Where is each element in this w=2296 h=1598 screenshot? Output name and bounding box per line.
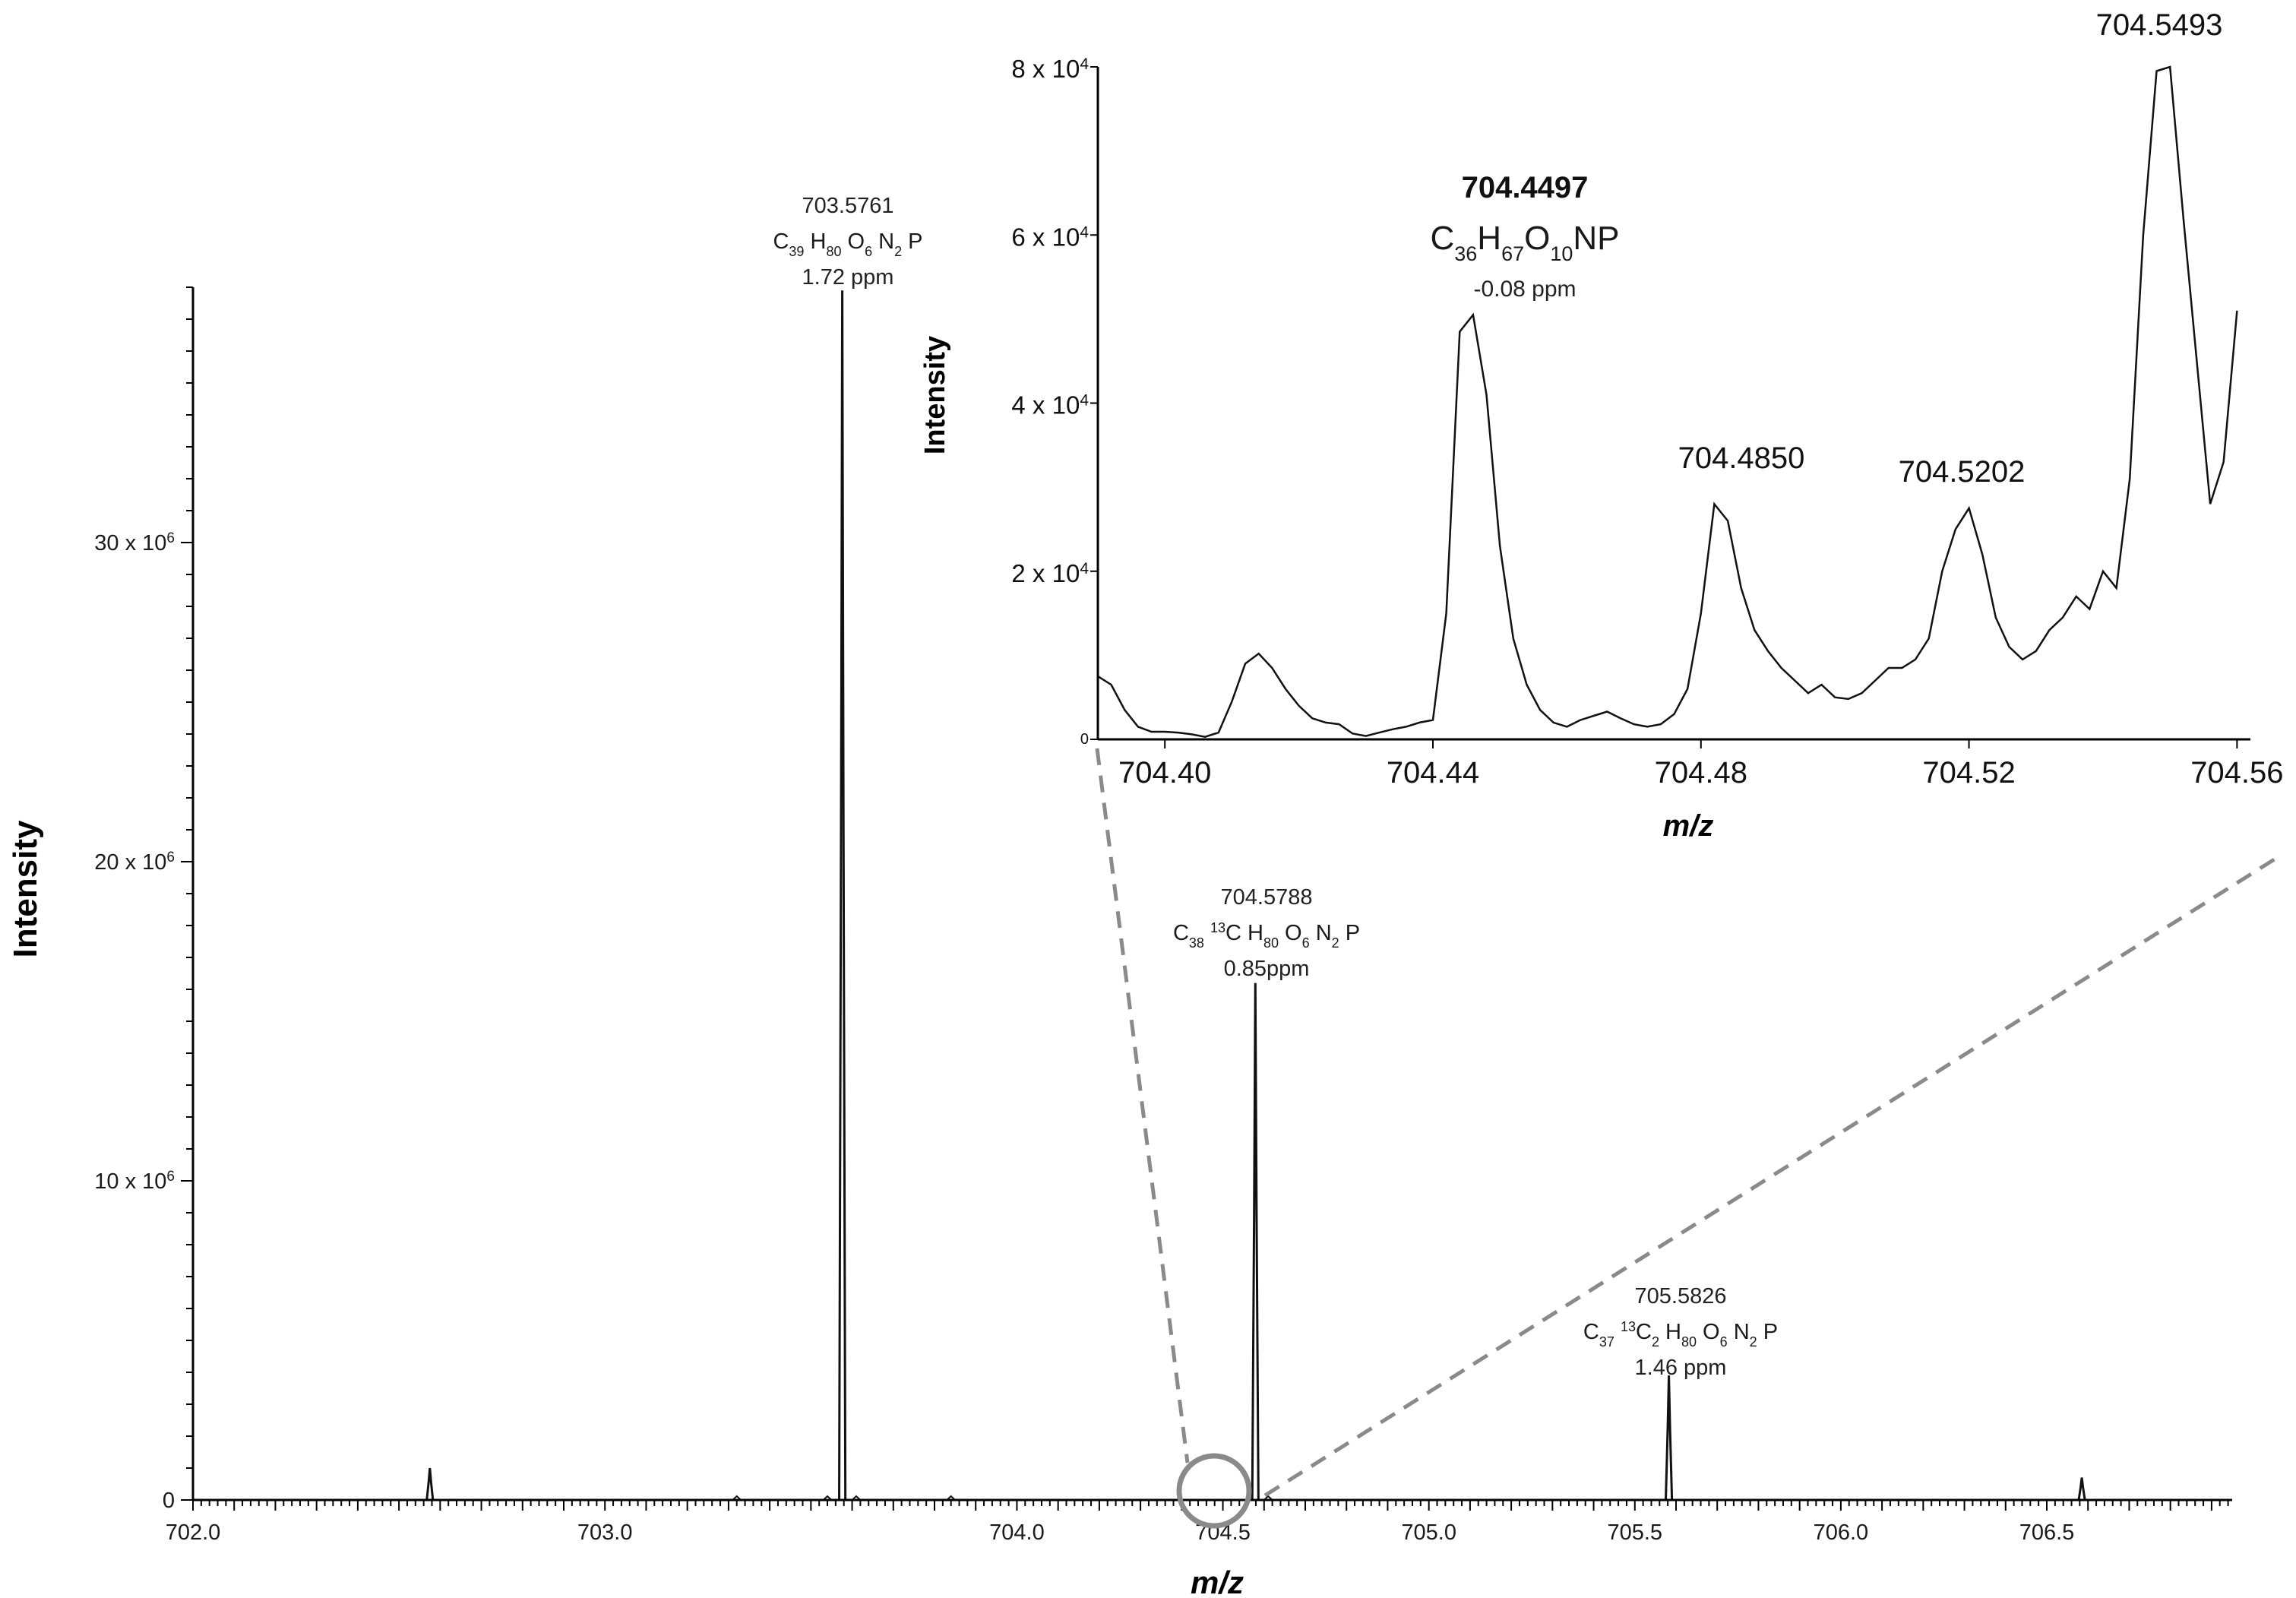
inset-x-tick-label: 704.52 [1922, 756, 2015, 790]
main-chart: 702.0 703.0 704.0 704.5 705.0 705.5 706.0 706.5… [7, 194, 2232, 1598]
main-peak-ppm-label: 0.85ppm [1224, 957, 1310, 981]
main-peak [2077, 1477, 2086, 1501]
inset-spectrum-trace [1097, 65, 2238, 738]
inset-peak-annotations: 704.4497 C36H67O10NP -0.08 ppm 704.4850 704.… [1430, 8, 2222, 489]
zoom-indicator [1095, 748, 2277, 1529]
inset-chart: 704.40 704.44 704.48 704.52 704.56 0 2 x 104 4… [919, 8, 2284, 843]
main-peak [838, 290, 847, 1501]
main-peak-ppm-label: 1.46 ppm [1635, 1356, 1727, 1380]
inset-y-tick-label: 0 [1080, 731, 1089, 748]
main-peak [1665, 1375, 1674, 1501]
main-y-tick-label: 10 x 106 [94, 1169, 175, 1195]
main-peak-formula-label: C37 13C2 H80 O6 N2 P [1583, 1319, 1778, 1350]
inset-x-tick-label: 704.44 [1387, 756, 1479, 790]
zoom-line-left [1095, 748, 1190, 1464]
inset-y-tick-label: 6 x 104 [1011, 223, 1089, 251]
main-noise [851, 1495, 862, 1501]
main-peak [1251, 983, 1260, 1501]
main-y-tick-label: 30 x 106 [94, 530, 175, 556]
main-x-tick-label: 704.0 [989, 1520, 1045, 1545]
main-peak-mz-label: 704.5788 [1221, 885, 1313, 910]
inset-peak-mz-label: 704.4850 [1678, 441, 1805, 475]
main-y-tick-label: 0 [163, 1489, 175, 1513]
main-x-tick-label: 703.0 [577, 1520, 633, 1545]
inset-x-tick-label: 704.48 [1655, 756, 1747, 790]
main-noise [1263, 1495, 1273, 1501]
inset-peak-mz-label: 704.5493 [2096, 8, 2223, 42]
inset-y-ticks: 0 2 x 104 4 x 104 6 x 104 8 x 104 [1011, 55, 1098, 748]
inset-x-ticks: 704.40 704.44 704.48 704.52 704.56 [1118, 739, 2284, 790]
main-x-ticks: 702.0 703.0 704.0 704.5 705.0 705.5 706.0 706.5 [166, 1500, 2229, 1545]
main-y-tick-label: 20 x 106 [94, 850, 175, 875]
main-noise [822, 1495, 833, 1501]
main-x-axis-title: m/z [1191, 1565, 1244, 1598]
inset-x-axis-title: m/z [1663, 809, 1714, 843]
inset-peak-mz-label: 704.4497 [1462, 171, 1589, 204]
main-x-tick-label: 706.5 [2019, 1520, 2075, 1545]
inset-y-tick-label: 2 x 104 [1011, 559, 1089, 587]
inset-y-tick-label: 8 x 104 [1011, 55, 1089, 83]
main-peak-annotations: 703.5761 C39 H80 O6 N2 P 1.72 ppm 704.5788 C… [773, 194, 1778, 1380]
main-x-tick-label: 702.0 [166, 1520, 221, 1545]
inset-x-tick-label: 704.56 [2190, 756, 2283, 790]
main-y-axis-title: Intensity [7, 820, 44, 957]
main-noise [946, 1495, 956, 1501]
zoom-line-right [1263, 856, 2277, 1498]
zoom-circle [1176, 1453, 1252, 1529]
inset-trace-line [1097, 65, 2238, 738]
inset-peak-ppm-label: -0.08 ppm [1473, 277, 1576, 302]
main-x-tick-label: 705.5 [1607, 1520, 1662, 1545]
main-peak-formula-label: C38 13C H80 O6 N2 P [1173, 920, 1360, 951]
main-peak-formula-label: C39 H80 O6 N2 P [773, 229, 922, 259]
main-peak-ppm-label: 1.72 ppm [802, 265, 894, 290]
main-peak [425, 1467, 435, 1501]
inset-peak-formula-label: C36H67O10NP [1430, 220, 1619, 265]
inset-x-tick-label: 704.40 [1118, 756, 1211, 790]
main-noise [732, 1495, 742, 1501]
main-x-tick-label: 705.0 [1401, 1520, 1456, 1545]
main-y-ticks: 0 10 x 106 20 x 106 30 x 106 [94, 286, 193, 1513]
inset-y-tick-label: 4 x 104 [1011, 391, 1089, 419]
main-peak-mz-label: 705.5826 [1635, 1284, 1727, 1308]
inset-peak-mz-label: 704.5202 [1899, 455, 2026, 489]
main-peak-mz-label: 703.5761 [802, 194, 894, 218]
inset-y-axis-title: Intensity [919, 336, 951, 454]
main-spectrum-peaks [425, 290, 2086, 1501]
main-x-tick-label: 706.0 [1814, 1520, 1869, 1545]
